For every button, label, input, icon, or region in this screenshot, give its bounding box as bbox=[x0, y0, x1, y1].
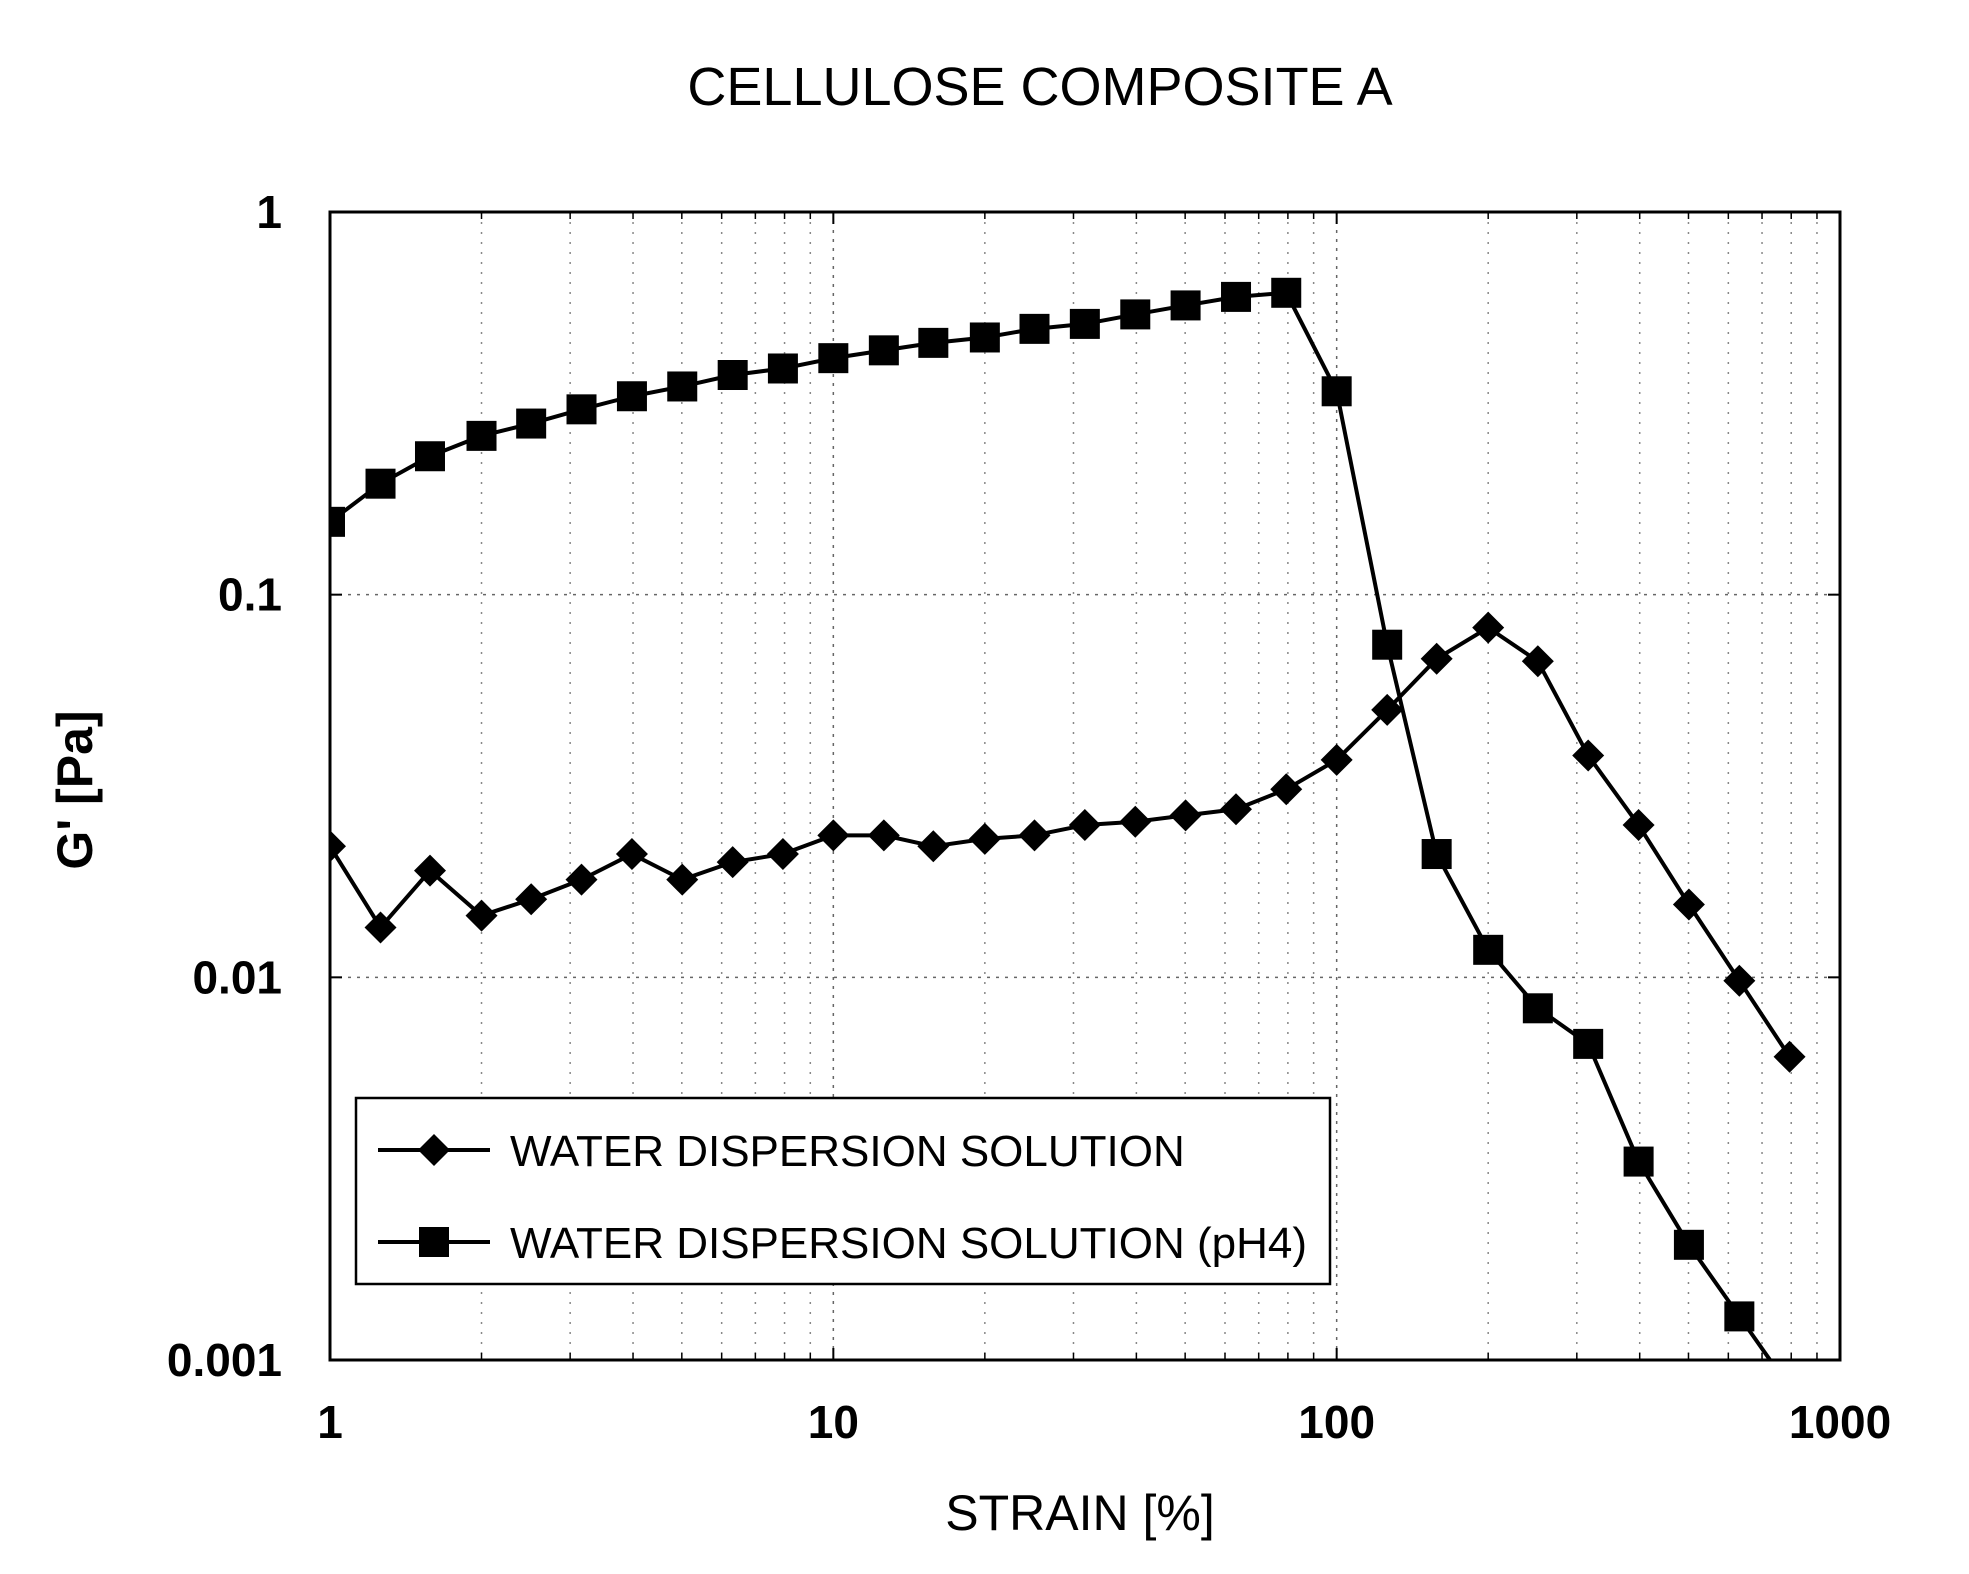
legend: WATER DISPERSION SOLUTION WATER DISPERSIO… bbox=[356, 1098, 1330, 1284]
x-tick-label: 1000 bbox=[1789, 1396, 1891, 1448]
marker-square bbox=[1372, 630, 1402, 660]
legend-label: WATER DISPERSION SOLUTION (pH4) bbox=[510, 1219, 1307, 1268]
series-1 bbox=[314, 612, 1806, 1073]
marker-diamond bbox=[1119, 806, 1151, 838]
marker-square bbox=[1724, 1301, 1754, 1331]
marker-square bbox=[1322, 376, 1352, 406]
y-tick-label: 0.001 bbox=[167, 1334, 282, 1386]
marker-diamond bbox=[1522, 645, 1554, 677]
marker-square bbox=[617, 381, 647, 411]
marker-diamond bbox=[1019, 819, 1051, 851]
marker-diamond bbox=[566, 864, 598, 896]
x-tick-label: 10 bbox=[808, 1396, 859, 1448]
y-tick-label: 1 bbox=[256, 186, 282, 238]
marker-square bbox=[419, 1227, 449, 1257]
marker-square bbox=[1624, 1147, 1654, 1177]
marker-square bbox=[768, 353, 798, 383]
marker-diamond bbox=[868, 819, 900, 851]
y-tick-label: 0.01 bbox=[192, 951, 282, 1003]
marker-square bbox=[467, 421, 497, 451]
marker-square bbox=[315, 507, 345, 537]
marker-square bbox=[1674, 1230, 1704, 1260]
marker-diamond bbox=[1472, 612, 1504, 644]
x-tick-label: 1 bbox=[317, 1396, 343, 1448]
marker-diamond bbox=[1220, 793, 1252, 825]
marker-square bbox=[567, 394, 597, 424]
marker-square bbox=[718, 360, 748, 390]
y-axis-label: G' [Pa] bbox=[47, 710, 103, 869]
series-line bbox=[330, 628, 1790, 1057]
marker-square bbox=[1573, 1029, 1603, 1059]
marker-square bbox=[366, 469, 396, 499]
marker-diamond bbox=[314, 830, 346, 862]
marker-square bbox=[1171, 290, 1201, 320]
marker-diamond bbox=[817, 819, 849, 851]
marker-diamond bbox=[1572, 739, 1604, 771]
marker-square bbox=[869, 335, 899, 365]
marker-square bbox=[918, 328, 948, 358]
marker-square bbox=[1271, 278, 1301, 308]
x-tick-label: 100 bbox=[1298, 1396, 1375, 1448]
marker-diamond bbox=[1774, 1041, 1806, 1073]
marker-diamond bbox=[515, 883, 547, 915]
marker-diamond bbox=[666, 864, 698, 896]
y-tick-label: 0.1 bbox=[218, 569, 282, 621]
marker-diamond bbox=[1723, 965, 1755, 997]
marker-square bbox=[970, 322, 1000, 352]
marker-square bbox=[1473, 935, 1503, 965]
marker-square bbox=[667, 371, 697, 401]
legend-label: WATER DISPERSION SOLUTION bbox=[510, 1127, 1185, 1176]
marker-square bbox=[1020, 314, 1050, 344]
marker-diamond bbox=[767, 838, 799, 870]
marker-diamond bbox=[1170, 799, 1202, 831]
x-axis-label: STRAIN [%] bbox=[945, 1485, 1214, 1541]
marker-square bbox=[1120, 299, 1150, 329]
marker-diamond bbox=[616, 838, 648, 870]
marker-square bbox=[1221, 282, 1251, 312]
marker-square bbox=[1070, 309, 1100, 339]
marker-diamond bbox=[1673, 888, 1705, 920]
marker-diamond bbox=[1623, 809, 1655, 841]
marker-diamond bbox=[917, 830, 949, 862]
marker-square bbox=[516, 409, 546, 439]
marker-square bbox=[1523, 993, 1553, 1023]
marker-square bbox=[818, 343, 848, 373]
marker-square bbox=[415, 441, 445, 471]
marker-diamond bbox=[969, 823, 1001, 855]
chart: CELLULOSE COMPOSITE A 1 10 100 1000 0.001 0.0… bbox=[0, 0, 1969, 1574]
chart-title: CELLULOSE COMPOSITE A bbox=[687, 57, 1392, 117]
marker-square bbox=[1422, 839, 1452, 869]
marker-diamond bbox=[1270, 773, 1302, 805]
